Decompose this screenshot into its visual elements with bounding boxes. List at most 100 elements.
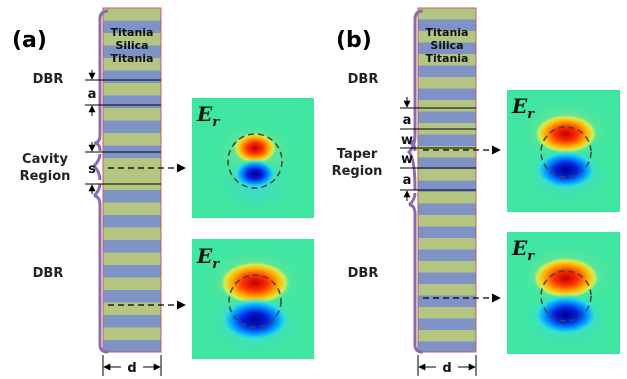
- field-boundary-circle: [228, 274, 282, 328]
- silica-layer: [103, 45, 161, 58]
- panel-a-material-1: Titania: [111, 26, 154, 39]
- panel-a-dbr-bottom-label: DBR: [33, 266, 64, 281]
- titania-layer: [418, 54, 476, 66]
- titania-layer: [418, 330, 476, 342]
- panel-a-material-2: Silica: [115, 39, 148, 52]
- field-map-title: Er: [196, 244, 220, 272]
- silica-layer: [103, 120, 161, 133]
- panel-b-material-1: Titania: [426, 26, 469, 39]
- silica-layer: [418, 19, 476, 31]
- silica-layer: [418, 203, 476, 215]
- panel-b-width-label: d: [442, 361, 451, 376]
- panel-b-field-map-taper: Er: [507, 90, 620, 212]
- titania-layer: [418, 169, 476, 181]
- silica-layer: [418, 295, 476, 307]
- field-boundary-circle: [540, 126, 592, 178]
- field-map-title: Er: [196, 102, 220, 130]
- titania-layer: [418, 146, 476, 158]
- panel-b-dbr-bottom-bracket: [408, 192, 424, 354]
- panel-b-period-bottom-label: a: [403, 173, 412, 188]
- panel-a-label: (a): [12, 28, 47, 53]
- panel-a-layer-stack: [103, 8, 161, 352]
- silica-layer: [418, 226, 476, 238]
- silica-layer: [103, 70, 161, 83]
- panel-b-stack-border: [417, 7, 477, 353]
- field-lobe-negative: [534, 150, 598, 190]
- silica-layer: [418, 180, 476, 192]
- titania-layer: [103, 58, 161, 71]
- panel-b-dbr-top-label: DBR: [348, 72, 379, 87]
- panel-a-dbr-top-label: DBR: [33, 72, 64, 87]
- panel-a-cavity-label-line2: Region: [20, 169, 71, 184]
- panel-b-dbr-bottom-label: DBR: [348, 266, 379, 281]
- silica-layer: [418, 157, 476, 169]
- silica-layer: [103, 240, 161, 253]
- silica-layer: [418, 88, 476, 100]
- titania-layer: [103, 277, 161, 290]
- titania-layer: [418, 100, 476, 112]
- panel-b-layer-stack: [418, 8, 476, 352]
- titania-layer: [418, 77, 476, 89]
- titania-layer: [418, 238, 476, 250]
- field-lobe-positive: [233, 132, 277, 164]
- titania-layer: [418, 284, 476, 296]
- silica-layer: [418, 249, 476, 261]
- titania-layer: [103, 8, 161, 21]
- titania-layer: [103, 227, 161, 240]
- titania-layer: [418, 31, 476, 43]
- panel-b-material-3: Titania: [426, 52, 469, 65]
- panel-a-dbr-bottom-bracket: [92, 183, 109, 354]
- silica-layer: [418, 272, 476, 284]
- titania-layer: [418, 215, 476, 227]
- panel-b-field-map-dbr: Er: [507, 232, 620, 354]
- silica-layer: [103, 20, 161, 33]
- titania-layer: [418, 307, 476, 319]
- panel-a: (a) Titania Silica Titania DBR Cavity Re…: [12, 7, 314, 376]
- panel-a-cavity-bracket: [91, 153, 102, 181]
- field-lobe-positive: [534, 114, 598, 154]
- field-lobe-positive: [532, 257, 600, 299]
- panel-b-taper-1-label: w: [401, 133, 413, 148]
- silica-layer: [418, 134, 476, 146]
- field-boundary-circle: [540, 270, 592, 322]
- silica-layer: [103, 190, 161, 203]
- field-lobe-positive: [219, 261, 291, 305]
- panel-b-material-2: Silica: [430, 39, 463, 52]
- field-map-title: Er: [511, 236, 535, 264]
- field-lobe-negative: [532, 294, 600, 336]
- silica-layer: [418, 341, 476, 352]
- panel-b-taper-2-label: w: [401, 152, 413, 167]
- titania-layer: [103, 327, 161, 340]
- silica-layer: [418, 42, 476, 54]
- titania-layer: [103, 202, 161, 215]
- titania-layer: [103, 252, 161, 265]
- titania-layer: [418, 261, 476, 273]
- silica-layer: [418, 65, 476, 77]
- titania-layer: [103, 302, 161, 315]
- silica-layer: [418, 111, 476, 123]
- panel-a-width-label: d: [127, 361, 136, 376]
- titania-layer: [103, 133, 161, 146]
- field-boundary-circle: [227, 133, 283, 189]
- panel-a-period-label: a: [88, 87, 97, 102]
- panel-a-dbr-top-bracket: [93, 9, 109, 152]
- field-lobe-negative: [233, 159, 277, 189]
- titania-layer: [103, 83, 161, 96]
- panel-b-label: (b): [336, 28, 372, 53]
- silica-layer: [103, 215, 161, 228]
- panel-b-period-top-label: a: [403, 113, 412, 128]
- panel-a-field-map-dbr: Er: [192, 239, 314, 359]
- panel-b-taper-label-line2: Region: [332, 164, 383, 179]
- silica-layer: [103, 290, 161, 303]
- titania-layer: [103, 108, 161, 121]
- panel-b: (b) Titania Silica Titania DBR Taper Reg…: [332, 7, 620, 376]
- panel-b-taper-bracket: [406, 135, 417, 191]
- panel-a-stack-border: [102, 7, 162, 353]
- titania-layer: [103, 158, 161, 190]
- panel-b-taper-label-line1: Taper: [337, 147, 378, 162]
- panel-a-cavity-label: s: [88, 162, 96, 177]
- titania-layer: [418, 192, 476, 204]
- panel-a-material-3: Titania: [111, 52, 154, 65]
- panel-a-field-map-cavity: Er: [192, 98, 314, 218]
